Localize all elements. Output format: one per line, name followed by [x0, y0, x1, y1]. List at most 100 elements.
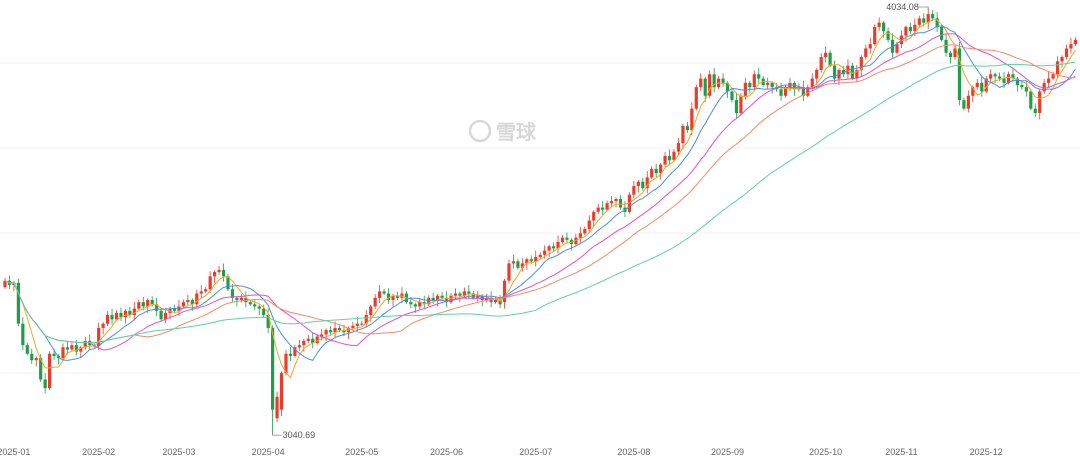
x-tick-label: 2025-06 [430, 447, 463, 457]
candle-body [16, 282, 20, 324]
candle-body [369, 306, 373, 316]
candle-body [52, 353, 56, 356]
candle-body [890, 39, 895, 53]
ma60-line [4, 61, 1076, 344]
candle [516, 258, 520, 270]
candle-body [65, 347, 70, 350]
candle [364, 309, 368, 328]
candle-body [645, 177, 649, 189]
candle-body [123, 310, 128, 318]
candle [181, 299, 185, 309]
watermark-text: 雪球 [496, 121, 537, 144]
candle-body [101, 323, 105, 328]
candle-body [302, 340, 306, 346]
x-tick-label: 2025-04 [252, 447, 285, 457]
candle [770, 81, 774, 94]
candle-body [850, 65, 854, 79]
candle [25, 342, 29, 356]
candle-body [721, 78, 725, 83]
candle-body [908, 26, 912, 32]
candle-body [948, 52, 953, 58]
candle-body [337, 327, 342, 331]
candle [70, 342, 74, 352]
candle-body [618, 198, 623, 208]
candle [873, 24, 877, 46]
candle [386, 288, 391, 304]
candle [560, 235, 565, 244]
candle-body [324, 330, 328, 335]
candle-body [663, 155, 667, 165]
candle-body [1038, 91, 1042, 113]
candle-body [293, 347, 297, 356]
candle-body [699, 78, 703, 88]
candle [690, 102, 694, 136]
candle-body [574, 237, 578, 245]
candle-body [690, 108, 694, 131]
candle [712, 67, 716, 93]
candle-body [1051, 74, 1055, 79]
candle [132, 302, 136, 321]
candle [462, 287, 466, 299]
candle [1073, 37, 1077, 46]
candle [632, 180, 636, 199]
candle-body [538, 254, 542, 258]
candle [1020, 81, 1024, 90]
candle-body [284, 353, 288, 374]
candle-body [935, 18, 939, 27]
candle-body [1029, 91, 1033, 109]
candle [538, 252, 542, 259]
candle [547, 244, 551, 258]
candle-body [195, 293, 199, 305]
candle-body [605, 203, 609, 210]
candle-body [926, 14, 930, 23]
candle-body [993, 74, 997, 77]
candle [204, 286, 208, 294]
candle-body [226, 276, 230, 290]
candle-body [904, 26, 908, 36]
candle [917, 15, 921, 27]
candle [886, 27, 890, 43]
candle-body [373, 297, 377, 307]
candle [328, 326, 333, 335]
candle [306, 334, 310, 344]
candle-body [257, 306, 261, 309]
candle-body [708, 74, 712, 96]
candle [975, 78, 979, 90]
candle [382, 288, 386, 296]
candle-body [739, 95, 743, 113]
candle-body [97, 327, 101, 347]
candle [989, 69, 993, 83]
candle-body [480, 295, 484, 301]
candle [962, 97, 966, 111]
candle [605, 200, 609, 212]
candle [659, 162, 663, 180]
candle [333, 321, 337, 338]
candle [61, 343, 65, 361]
candle-body [971, 87, 975, 96]
candle [302, 339, 306, 352]
candle-body [913, 24, 917, 32]
candle-body [418, 302, 422, 307]
candle-body [551, 246, 556, 249]
candle [864, 44, 868, 60]
candle-body [114, 312, 119, 320]
x-tick-label: 2025-09 [711, 447, 744, 457]
x-tick-label: 2025-12 [970, 447, 1003, 457]
candle-body [137, 302, 141, 309]
candle-body [1015, 78, 1020, 86]
candle [957, 42, 962, 106]
moving-average-lines [4, 19, 1076, 379]
candle-body [391, 295, 395, 301]
candle-body [940, 26, 944, 40]
candle [877, 17, 881, 31]
candle-body [266, 315, 270, 328]
candle [253, 299, 257, 311]
candle-body [449, 295, 453, 303]
candle [360, 321, 364, 326]
candle-body [1060, 57, 1064, 62]
candle-body [79, 347, 83, 352]
candle [583, 226, 587, 236]
candle-body [895, 44, 899, 53]
candle-body [962, 100, 966, 109]
